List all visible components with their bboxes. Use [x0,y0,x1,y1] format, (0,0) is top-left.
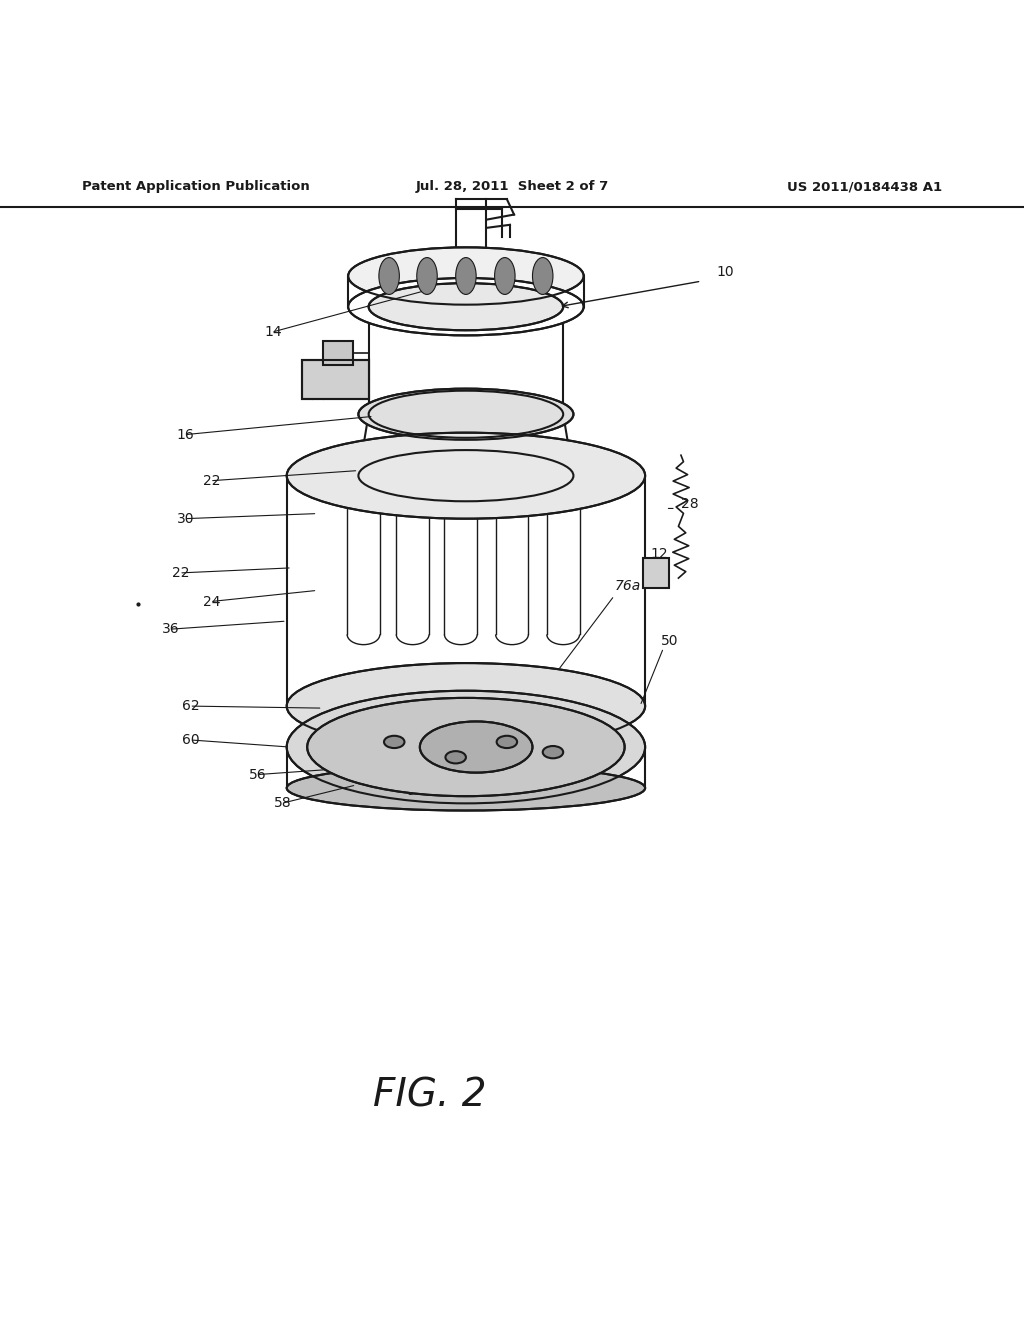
Text: 58: 58 [274,796,292,810]
Ellipse shape [445,751,466,763]
Ellipse shape [358,388,573,440]
Text: 28: 28 [681,498,698,511]
Ellipse shape [369,284,563,330]
Text: US 2011/0184438 A1: US 2011/0184438 A1 [787,181,942,194]
Text: Patent Application Publication: Patent Application Publication [82,181,309,194]
Ellipse shape [348,247,584,305]
Text: 22: 22 [172,566,189,579]
Text: 12: 12 [650,546,668,561]
Ellipse shape [287,433,645,519]
Ellipse shape [417,257,437,294]
Text: 36: 36 [162,622,179,636]
Text: 64: 64 [337,767,355,780]
Text: 30: 30 [177,512,195,525]
Ellipse shape [543,746,563,758]
Ellipse shape [348,279,584,335]
Text: 76a: 76a [614,579,641,594]
Text: 68: 68 [406,784,424,799]
Text: 62: 62 [182,700,200,713]
Ellipse shape [384,735,404,748]
Ellipse shape [379,257,399,294]
Text: 66: 66 [522,746,540,760]
Ellipse shape [287,766,645,810]
Text: 50: 50 [660,634,678,648]
Ellipse shape [369,391,563,438]
Ellipse shape [497,735,517,748]
Ellipse shape [495,257,515,294]
Ellipse shape [287,663,645,748]
Text: FIG. 2: FIG. 2 [374,1076,486,1114]
FancyBboxPatch shape [323,341,353,366]
Text: 24: 24 [203,594,220,609]
Ellipse shape [532,257,553,294]
Ellipse shape [456,257,476,294]
Text: 16: 16 [177,428,195,442]
Text: 64: 64 [460,767,478,780]
Ellipse shape [358,450,573,502]
Ellipse shape [287,690,645,804]
Text: 14: 14 [264,325,282,339]
Text: Jul. 28, 2011  Sheet 2 of 7: Jul. 28, 2011 Sheet 2 of 7 [416,181,608,194]
Ellipse shape [420,722,532,772]
Text: 60: 60 [182,733,200,747]
Text: 56: 56 [249,768,266,781]
Text: 22: 22 [203,474,220,488]
Text: 10: 10 [717,265,734,279]
Ellipse shape [307,698,625,796]
FancyBboxPatch shape [643,557,669,589]
FancyBboxPatch shape [302,360,369,399]
